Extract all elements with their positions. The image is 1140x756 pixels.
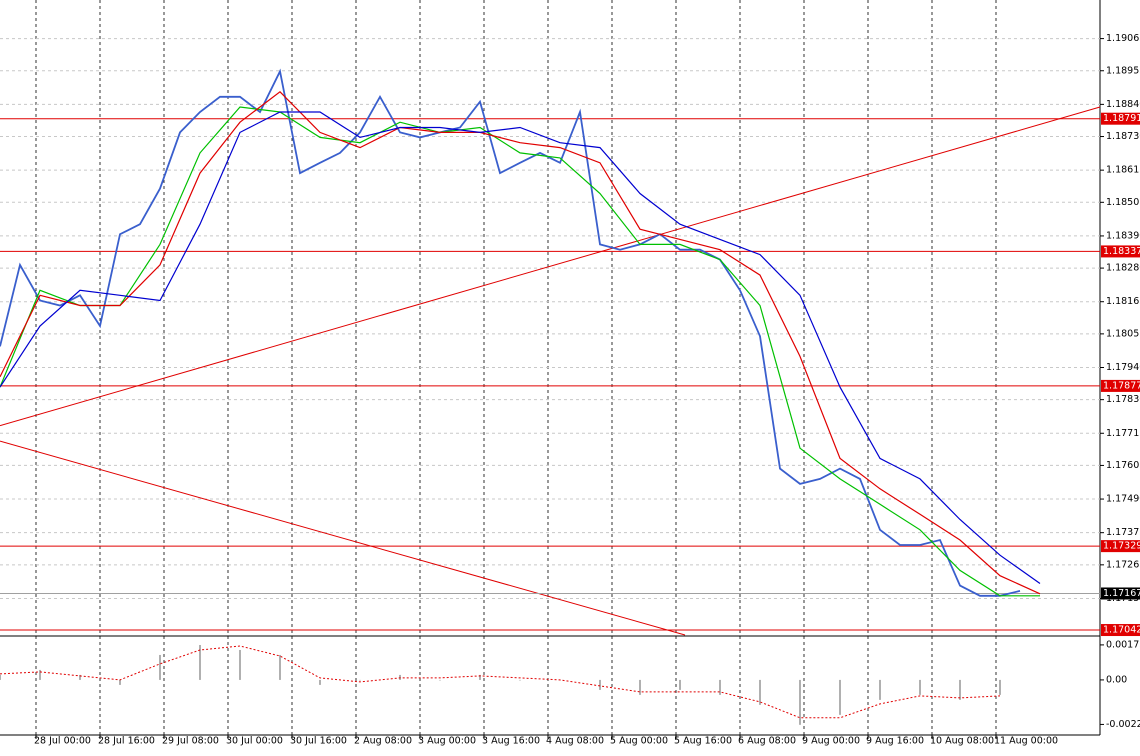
macd-bar <box>799 679 801 725</box>
x-tick-label: 29 Jul 08:00 <box>162 736 219 747</box>
macd-bar <box>919 679 921 695</box>
x-tick-label: 9 Aug 00:00 <box>802 736 860 747</box>
x-tick-label: 9 Aug 16:00 <box>866 736 924 747</box>
macd-bar <box>0 674 1 680</box>
macd-bar <box>759 679 761 705</box>
macd-bar <box>319 679 321 685</box>
y-tick-label: 1.17940 <box>1106 362 1140 373</box>
x-tick-label: 30 Jul 16:00 <box>290 736 347 747</box>
level-label: 1.18791 <box>1103 113 1140 124</box>
y-tick-label: 0.00 <box>1106 674 1127 685</box>
y-tick-label: 1.18165 <box>1106 296 1140 307</box>
x-tick-label: 5 Aug 16:00 <box>674 736 732 747</box>
level-label-box <box>1101 379 1140 392</box>
macd-bar <box>519 679 521 681</box>
level-label: 1.17329 <box>1103 541 1140 552</box>
x-tick-label: 30 Jul 00:00 <box>226 736 283 747</box>
level-label: 1.17042 <box>1103 625 1140 636</box>
moving-average <box>0 91 1041 595</box>
macd-bar <box>839 679 841 715</box>
x-tick-label: 4 Aug 08:00 <box>546 736 604 747</box>
macd-bar <box>959 679 961 700</box>
x-tick-label: 10 Aug 08:00 <box>930 736 994 747</box>
y-tick-label: 0.001754 <box>1106 639 1140 650</box>
x-tick-label: 3 Aug 00:00 <box>418 736 476 747</box>
macd-bar <box>159 654 161 680</box>
moving-average <box>0 111 1041 584</box>
y-tick-label: 1.18840 <box>1106 99 1140 110</box>
y-tick-label: 1.17715 <box>1106 428 1140 439</box>
level-label-box <box>1101 540 1140 553</box>
macd-signal <box>0 645 1001 719</box>
macd-bar <box>679 679 681 690</box>
y-tick-label: 1.17490 <box>1106 494 1140 505</box>
macd-bar <box>279 654 281 680</box>
level-label: 1.18337 <box>1103 246 1140 257</box>
macd-bar <box>719 679 721 695</box>
macd-bar <box>199 644 201 680</box>
y-tick-label: 1.17830 <box>1106 394 1140 405</box>
moving-average <box>0 106 1040 597</box>
y-tick-label: 1.18505 <box>1106 197 1140 208</box>
level-label-box <box>1101 624 1140 637</box>
x-tick-label: 28 Jul 00:00 <box>34 736 91 747</box>
trendline <box>0 106 1101 427</box>
price-line <box>0 68 1021 597</box>
macd-bar <box>999 679 1001 695</box>
macd-bar <box>239 649 241 680</box>
macd-bar <box>359 679 361 681</box>
x-tick-label: 2 Aug 08:00 <box>354 736 412 747</box>
y-tick-label: -0.00223 <box>1106 719 1140 730</box>
level-label-box <box>1101 587 1140 600</box>
macd-bar <box>639 679 641 695</box>
x-tick-label: 3 Aug 16:00 <box>482 736 540 747</box>
macd-bar <box>439 679 441 681</box>
y-tick-label: 1.18955 <box>1106 65 1140 76</box>
y-tick-label: 1.18730 <box>1106 131 1140 142</box>
x-tick-label: 28 Jul 16:00 <box>98 736 155 747</box>
plot-background <box>0 0 1100 735</box>
y-tick-label: 1.17265 <box>1106 559 1140 570</box>
y-tick-label: 1.18280 <box>1106 263 1140 274</box>
level-label: 1.17877 <box>1103 380 1140 391</box>
macd-bar <box>39 669 41 680</box>
level-label: 1.17167 <box>1103 588 1140 599</box>
y-tick-label: 1.18055 <box>1106 328 1140 339</box>
y-tick-label: 1.17605 <box>1106 460 1140 471</box>
macd-bar <box>479 674 481 680</box>
macd-bar <box>79 674 81 680</box>
trendline <box>0 440 686 636</box>
x-tick-label: 6 Aug 08:00 <box>738 736 796 747</box>
y-tick-label: 1.18615 <box>1106 165 1140 176</box>
x-tick-label: 5 Aug 00:00 <box>610 736 668 747</box>
macd-bar <box>599 679 601 690</box>
level-label-box <box>1101 245 1140 258</box>
y-tick-label: 1.17375 <box>1106 527 1140 538</box>
macd-bar <box>119 679 121 685</box>
y-tick-label: 1.19065 <box>1106 33 1140 44</box>
y-tick-label: 1.18390 <box>1106 230 1140 241</box>
macd-bar <box>879 679 881 700</box>
level-label-box <box>1101 112 1140 125</box>
x-tick-label: 11 Aug 00:00 <box>994 736 1058 747</box>
